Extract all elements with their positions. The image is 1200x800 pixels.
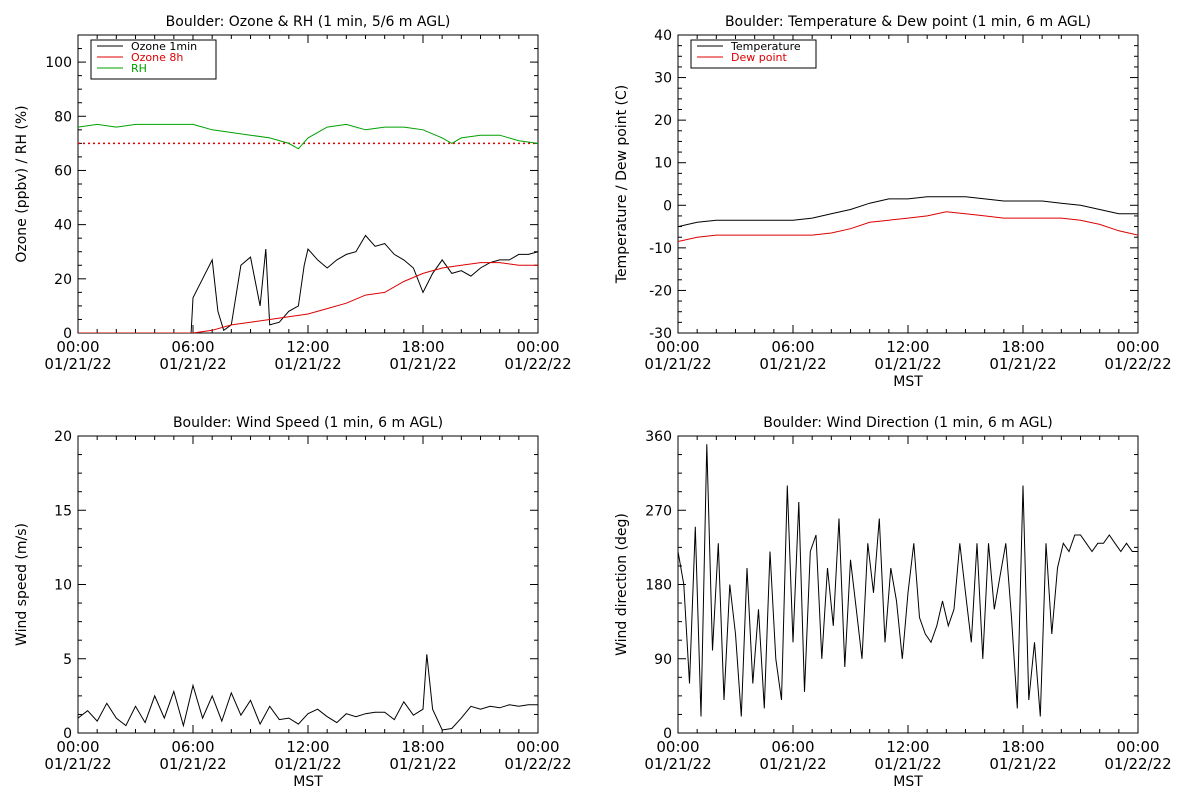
y-tick-label: 270 <box>645 503 672 519</box>
y-axis-label: Wind speed (m/s) <box>14 523 30 646</box>
y-tick-label: 40 <box>654 28 672 44</box>
y-tick-label: 90 <box>654 652 672 668</box>
x-tick-date-label: 01/21/22 <box>274 755 341 773</box>
x-tick-date-label: 01/21/22 <box>159 755 226 773</box>
y-tick-label: 0 <box>63 326 72 342</box>
y-tick-label: -10 <box>649 241 672 257</box>
y-tick-label: 10 <box>54 578 72 594</box>
panel-wind-speed: Boulder: Wind Speed (1 min, 6 m AGL) 0 5 10… <box>14 415 572 790</box>
x-tick-date-label: 01/21/22 <box>989 755 1056 773</box>
series-line-ozone-1min <box>78 234 538 333</box>
chart-title: Boulder: Temperature & Dew point (1 min,… <box>725 14 1091 30</box>
x-tick-time-label: 00:00 <box>516 738 559 756</box>
x-tick-date-label: 01/22/22 <box>1104 355 1171 373</box>
y-axis-label: Ozone (ppbv) / RH (%) <box>14 105 30 262</box>
series-line-0 <box>678 444 1138 717</box>
x-tick-time-label: 00:00 <box>656 338 699 356</box>
legend-label: Dew point <box>731 51 787 64</box>
y-tick-label: 10 <box>654 156 672 172</box>
x-axis-label: MST <box>893 774 923 790</box>
plot-frame <box>77 435 539 734</box>
x-tick-time-label: 00:00 <box>1116 738 1159 756</box>
y-tick-label: 360 <box>645 429 672 445</box>
series-line-0 <box>78 654 538 731</box>
x-tick-time-label: 06:00 <box>771 738 814 756</box>
legend-label: Temperature <box>730 40 801 53</box>
y-tick-label: 100 <box>45 55 72 71</box>
x-tick-time-label: 00:00 <box>56 338 99 356</box>
x-tick-date-label: 01/21/22 <box>874 755 941 773</box>
y-tick-label: 20 <box>54 429 72 445</box>
x-tick-date-label: 01/21/22 <box>159 355 226 373</box>
y-tick-label: 0 <box>663 726 672 742</box>
legend-label: RH <box>131 62 147 75</box>
y-tick-label: 0 <box>663 198 672 214</box>
x-tick-time-label: 18:00 <box>1001 738 1044 756</box>
x-axis-label: MST <box>293 774 323 790</box>
x-tick-date-label: 01/21/22 <box>644 755 711 773</box>
x-tick-time-label: 12:00 <box>886 338 929 356</box>
legend-box <box>690 39 817 69</box>
y-tick-label: 30 <box>654 71 672 87</box>
x-tick-time-label: 06:00 <box>171 738 214 756</box>
series-line-ozone-8h <box>78 262 538 333</box>
y-tick-label: 80 <box>54 109 72 125</box>
chart-title: Boulder: Ozone & RH (1 min, 5/6 m AGL) <box>166 14 451 30</box>
y-tick-label: 5 <box>63 652 72 668</box>
x-tick-date-label: 01/21/22 <box>274 355 341 373</box>
legend-label: Ozone 8h <box>131 51 183 64</box>
series-line-dew-point <box>678 211 1138 242</box>
x-tick-time-label: 12:00 <box>286 338 329 356</box>
plot-frame <box>677 435 1139 734</box>
x-tick-time-label: 18:00 <box>401 738 444 756</box>
plot-frame <box>677 34 1139 334</box>
x-tick-date-label: 01/21/22 <box>759 755 826 773</box>
x-tick-time-label: 12:00 <box>886 738 929 756</box>
x-tick-date-label: 01/21/22 <box>759 355 826 373</box>
x-tick-time-label: 18:00 <box>1001 338 1044 356</box>
x-tick-time-label: 06:00 <box>771 338 814 356</box>
x-tick-date-label: 01/21/22 <box>44 755 111 773</box>
plot-frame <box>77 34 539 334</box>
panel-ozone-rh: Boulder: Ozone & RH (1 min, 5/6 m AGL) 0 2… <box>14 14 572 373</box>
chart-title: Boulder: Wind Speed (1 min, 6 m AGL) <box>173 415 443 431</box>
series-line-rh <box>78 123 538 150</box>
y-tick-label: -20 <box>649 283 672 299</box>
y-tick-label: 20 <box>54 272 72 288</box>
x-tick-date-label: 01/22/22 <box>504 755 571 773</box>
x-tick-time-label: 06:00 <box>171 338 214 356</box>
panel-wind-direction: Boulder: Wind Direction (1 min, 6 m AGL)… <box>614 415 1172 790</box>
x-tick-time-label: 00:00 <box>1116 338 1159 356</box>
legend-label: Ozone 1min <box>131 40 197 53</box>
x-tick-date-label: 01/21/22 <box>874 355 941 373</box>
series-line-temperature <box>678 196 1138 228</box>
x-tick-date-label: 01/21/22 <box>44 355 111 373</box>
y-tick-label: 180 <box>645 578 672 594</box>
x-axis-label: MST <box>893 374 923 390</box>
x-tick-date-label: 01/21/22 <box>389 355 456 373</box>
x-tick-time-label: 00:00 <box>656 738 699 756</box>
y-tick-label: 0 <box>63 726 72 742</box>
y-tick-label: 40 <box>54 218 72 234</box>
x-tick-time-label: 00:00 <box>56 738 99 756</box>
x-tick-date-label: 01/22/22 <box>504 355 571 373</box>
y-axis-label: Wind direction (deg) <box>614 513 630 656</box>
chart-title: Boulder: Wind Direction (1 min, 6 m AGL) <box>763 415 1052 431</box>
x-tick-time-label: 12:00 <box>286 738 329 756</box>
panel-temperature-dewpoint: Boulder: Temperature & Dew point (1 min,… <box>614 14 1172 390</box>
x-tick-time-label: 18:00 <box>401 338 444 356</box>
y-tick-label: 15 <box>54 503 72 519</box>
x-tick-date-label: 01/21/22 <box>644 355 711 373</box>
x-tick-date-label: 01/22/22 <box>1104 755 1171 773</box>
y-tick-label: 20 <box>654 113 672 129</box>
y-axis-label: Temperature / Dew point (C) <box>614 85 630 284</box>
y-tick-label: 60 <box>54 163 72 179</box>
y-tick-label: -30 <box>649 326 672 342</box>
x-tick-date-label: 01/21/22 <box>989 355 1056 373</box>
x-tick-date-label: 01/21/22 <box>389 755 456 773</box>
x-tick-time-label: 00:00 <box>516 338 559 356</box>
